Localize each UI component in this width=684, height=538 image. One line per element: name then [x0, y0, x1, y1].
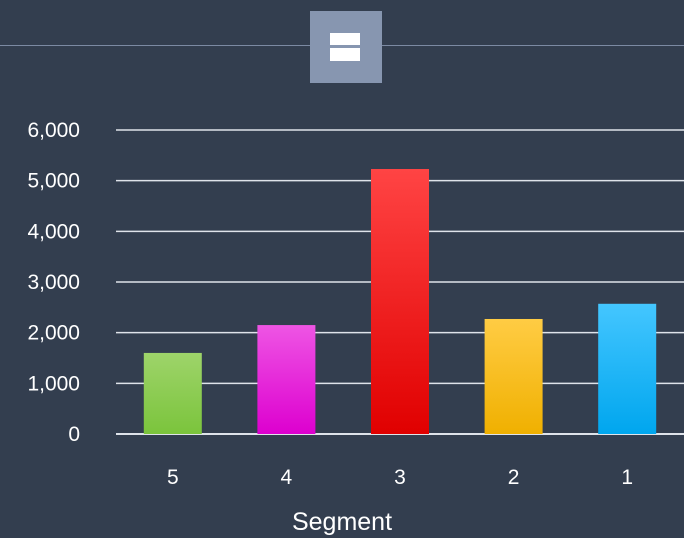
- bar-segment-2[interactable]: [484, 318, 543, 434]
- bar-segment-3[interactable]: [371, 169, 429, 434]
- y-axis-ticks: 0 1,000 2,000 3,000 4,000 5,000 6,000: [27, 119, 80, 446]
- y-tick-label: 3,000: [27, 271, 80, 294]
- x-axis-ticks: 5 4 3 2 1: [167, 466, 633, 489]
- bar-segment-5[interactable]: [143, 352, 202, 434]
- bar-segment-1[interactable]: [598, 303, 657, 434]
- bars: [143, 169, 657, 434]
- y-tick-label: 6,000: [27, 119, 80, 142]
- y-tick-label: 1,000: [27, 372, 80, 395]
- y-tick-label: 0: [68, 423, 80, 446]
- y-tick-label: 5,000: [27, 170, 80, 193]
- x-axis-label: Segment: [292, 508, 392, 536]
- y-tick-label: 2,000: [27, 322, 80, 345]
- bar-segment-4[interactable]: [257, 325, 316, 434]
- y-tick-label: 4,000: [27, 220, 80, 243]
- layout-toggle-button[interactable]: [310, 11, 382, 83]
- layout-split-icon: [330, 33, 360, 61]
- x-tick-label: 1: [621, 466, 633, 489]
- x-tick-label: 2: [508, 466, 520, 489]
- x-tick-label: 5: [167, 466, 179, 489]
- x-tick-label: 3: [394, 466, 406, 489]
- x-tick-label: 4: [281, 466, 293, 489]
